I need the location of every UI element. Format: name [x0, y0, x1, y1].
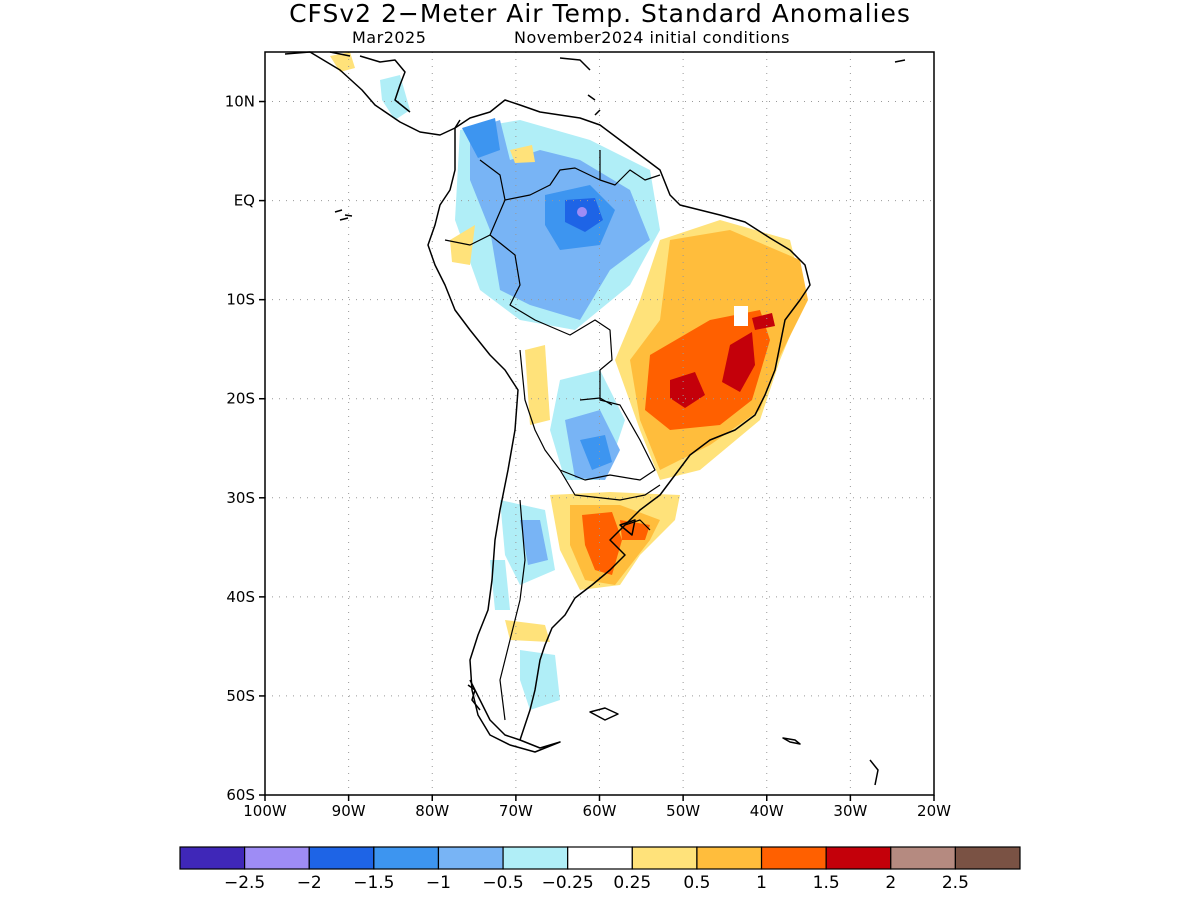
- galapagos-islands: [334, 209, 353, 221]
- lat-tick-label: 20S: [226, 390, 255, 408]
- colorbar-label: −1.5: [353, 873, 394, 893]
- tierra-del-fuego: [467, 679, 521, 741]
- colorbar-label: −2.5: [224, 873, 265, 893]
- colorbar-swatch: [244, 846, 310, 870]
- lat-tick-label: 40S: [226, 588, 255, 606]
- longitude-axis: 100W 90W 80W 70W 60W 50W 40W 30W 20W: [243, 795, 951, 820]
- anomaly-region-argentina-cool-core: [520, 520, 548, 565]
- anomaly-region-venezuela-warm: [510, 145, 535, 163]
- colorbar-label: −0.5: [482, 873, 523, 893]
- country-borders: [444, 150, 661, 721]
- lat-tick-label: 30S: [226, 489, 255, 507]
- anomaly-region-patagonia-warm: [505, 620, 550, 642]
- anomaly-region-patagonia-cool: [520, 650, 560, 710]
- anomaly-region-bolivia-warm: [525, 345, 550, 425]
- lon-tick-label: 50W: [666, 802, 700, 820]
- lon-tick-label: 70W: [499, 802, 533, 820]
- falkland-islands: [589, 707, 619, 721]
- lon-tick-label: 90W: [332, 802, 366, 820]
- colorbar-swatch: [437, 846, 504, 870]
- coastlines: [284, 51, 906, 786]
- colorbar-label: −0.25: [542, 873, 594, 893]
- colorbar-label: 0.5: [683, 873, 710, 893]
- lon-tick-label: 60W: [583, 802, 617, 820]
- colorbar-label: 1: [756, 873, 767, 893]
- colorbar-label: 1.5: [813, 873, 840, 893]
- colorbar-label: 2.5: [942, 873, 969, 893]
- lon-tick-label: 20W: [917, 802, 951, 820]
- south-america-coast: [427, 99, 811, 753]
- anomaly-region-brazil-missing: [734, 306, 748, 326]
- colorbar-swatch: [567, 846, 633, 870]
- lon-tick-label: 80W: [415, 802, 449, 820]
- anomaly-region-brazil-core-northeast: [752, 313, 775, 330]
- colorbar-swatch: [890, 846, 956, 870]
- anomaly-region-colombia-cool: [462, 118, 500, 158]
- caribbean-islands: [559, 57, 906, 786]
- colorbar-swatch: [373, 846, 440, 870]
- colorbar: −2.5 −2 −1.5 −1 −0.5 −0.25 0.25 0.5 1 1.5 2 2.5: [179, 846, 1021, 893]
- lon-tick-label: 30W: [833, 802, 867, 820]
- anomaly-region-southern-cone-cool: [490, 560, 510, 610]
- colorbar-swatch: [631, 846, 698, 870]
- anomaly-region-amazon-peak: [577, 207, 587, 217]
- colorbar-swatch: [502, 846, 569, 870]
- colorbar-swatch: [308, 846, 375, 870]
- anomaly-region-central-america-cool: [380, 75, 410, 120]
- colorbar-swatch: [179, 846, 246, 870]
- lat-tick-label: 10N: [225, 93, 255, 111]
- lon-tick-label: 40W: [750, 802, 784, 820]
- central-america-coast: [284, 51, 461, 136]
- lagoa-dos-patos: [619, 519, 636, 536]
- lat-tick-label: 10S: [226, 291, 255, 309]
- anomaly-region-uruguay-deep: [620, 520, 650, 540]
- latitude-axis: 10N EQ 10S 20S 30S 40S 50S 60S: [225, 93, 265, 804]
- anomaly-shading: [330, 52, 808, 710]
- lon-tick-label: 100W: [243, 802, 287, 820]
- anomaly-region-paraguay-core: [580, 435, 612, 470]
- lat-tick-label: 50S: [226, 687, 255, 705]
- colorbar-label: 0.25: [613, 873, 651, 893]
- anomaly-region-ecuador-warm: [450, 225, 475, 265]
- forecast-month: Mar2025: [352, 28, 427, 47]
- initial-conditions: November2024 initial conditions: [514, 28, 790, 47]
- anomaly-region-brazil-core-east: [722, 332, 755, 392]
- colorbar-swatch: [954, 846, 1021, 870]
- colorbar-label: −1: [426, 873, 451, 893]
- colorbar-label: 2: [885, 873, 896, 893]
- lat-tick-label: EQ: [234, 192, 255, 210]
- lat-tick-label: 60S: [226, 786, 255, 804]
- anomaly-region-pampas-deep: [582, 512, 622, 575]
- colorbar-swatch: [760, 846, 827, 870]
- south-georgia: [782, 737, 801, 745]
- colorbar-label: −2: [297, 873, 322, 893]
- map-title: CFSv2 2−Meter Air Temp. Standard Anomali…: [289, 0, 911, 28]
- colorbar-swatch: [696, 846, 763, 870]
- colorbar-swatch: [825, 846, 892, 870]
